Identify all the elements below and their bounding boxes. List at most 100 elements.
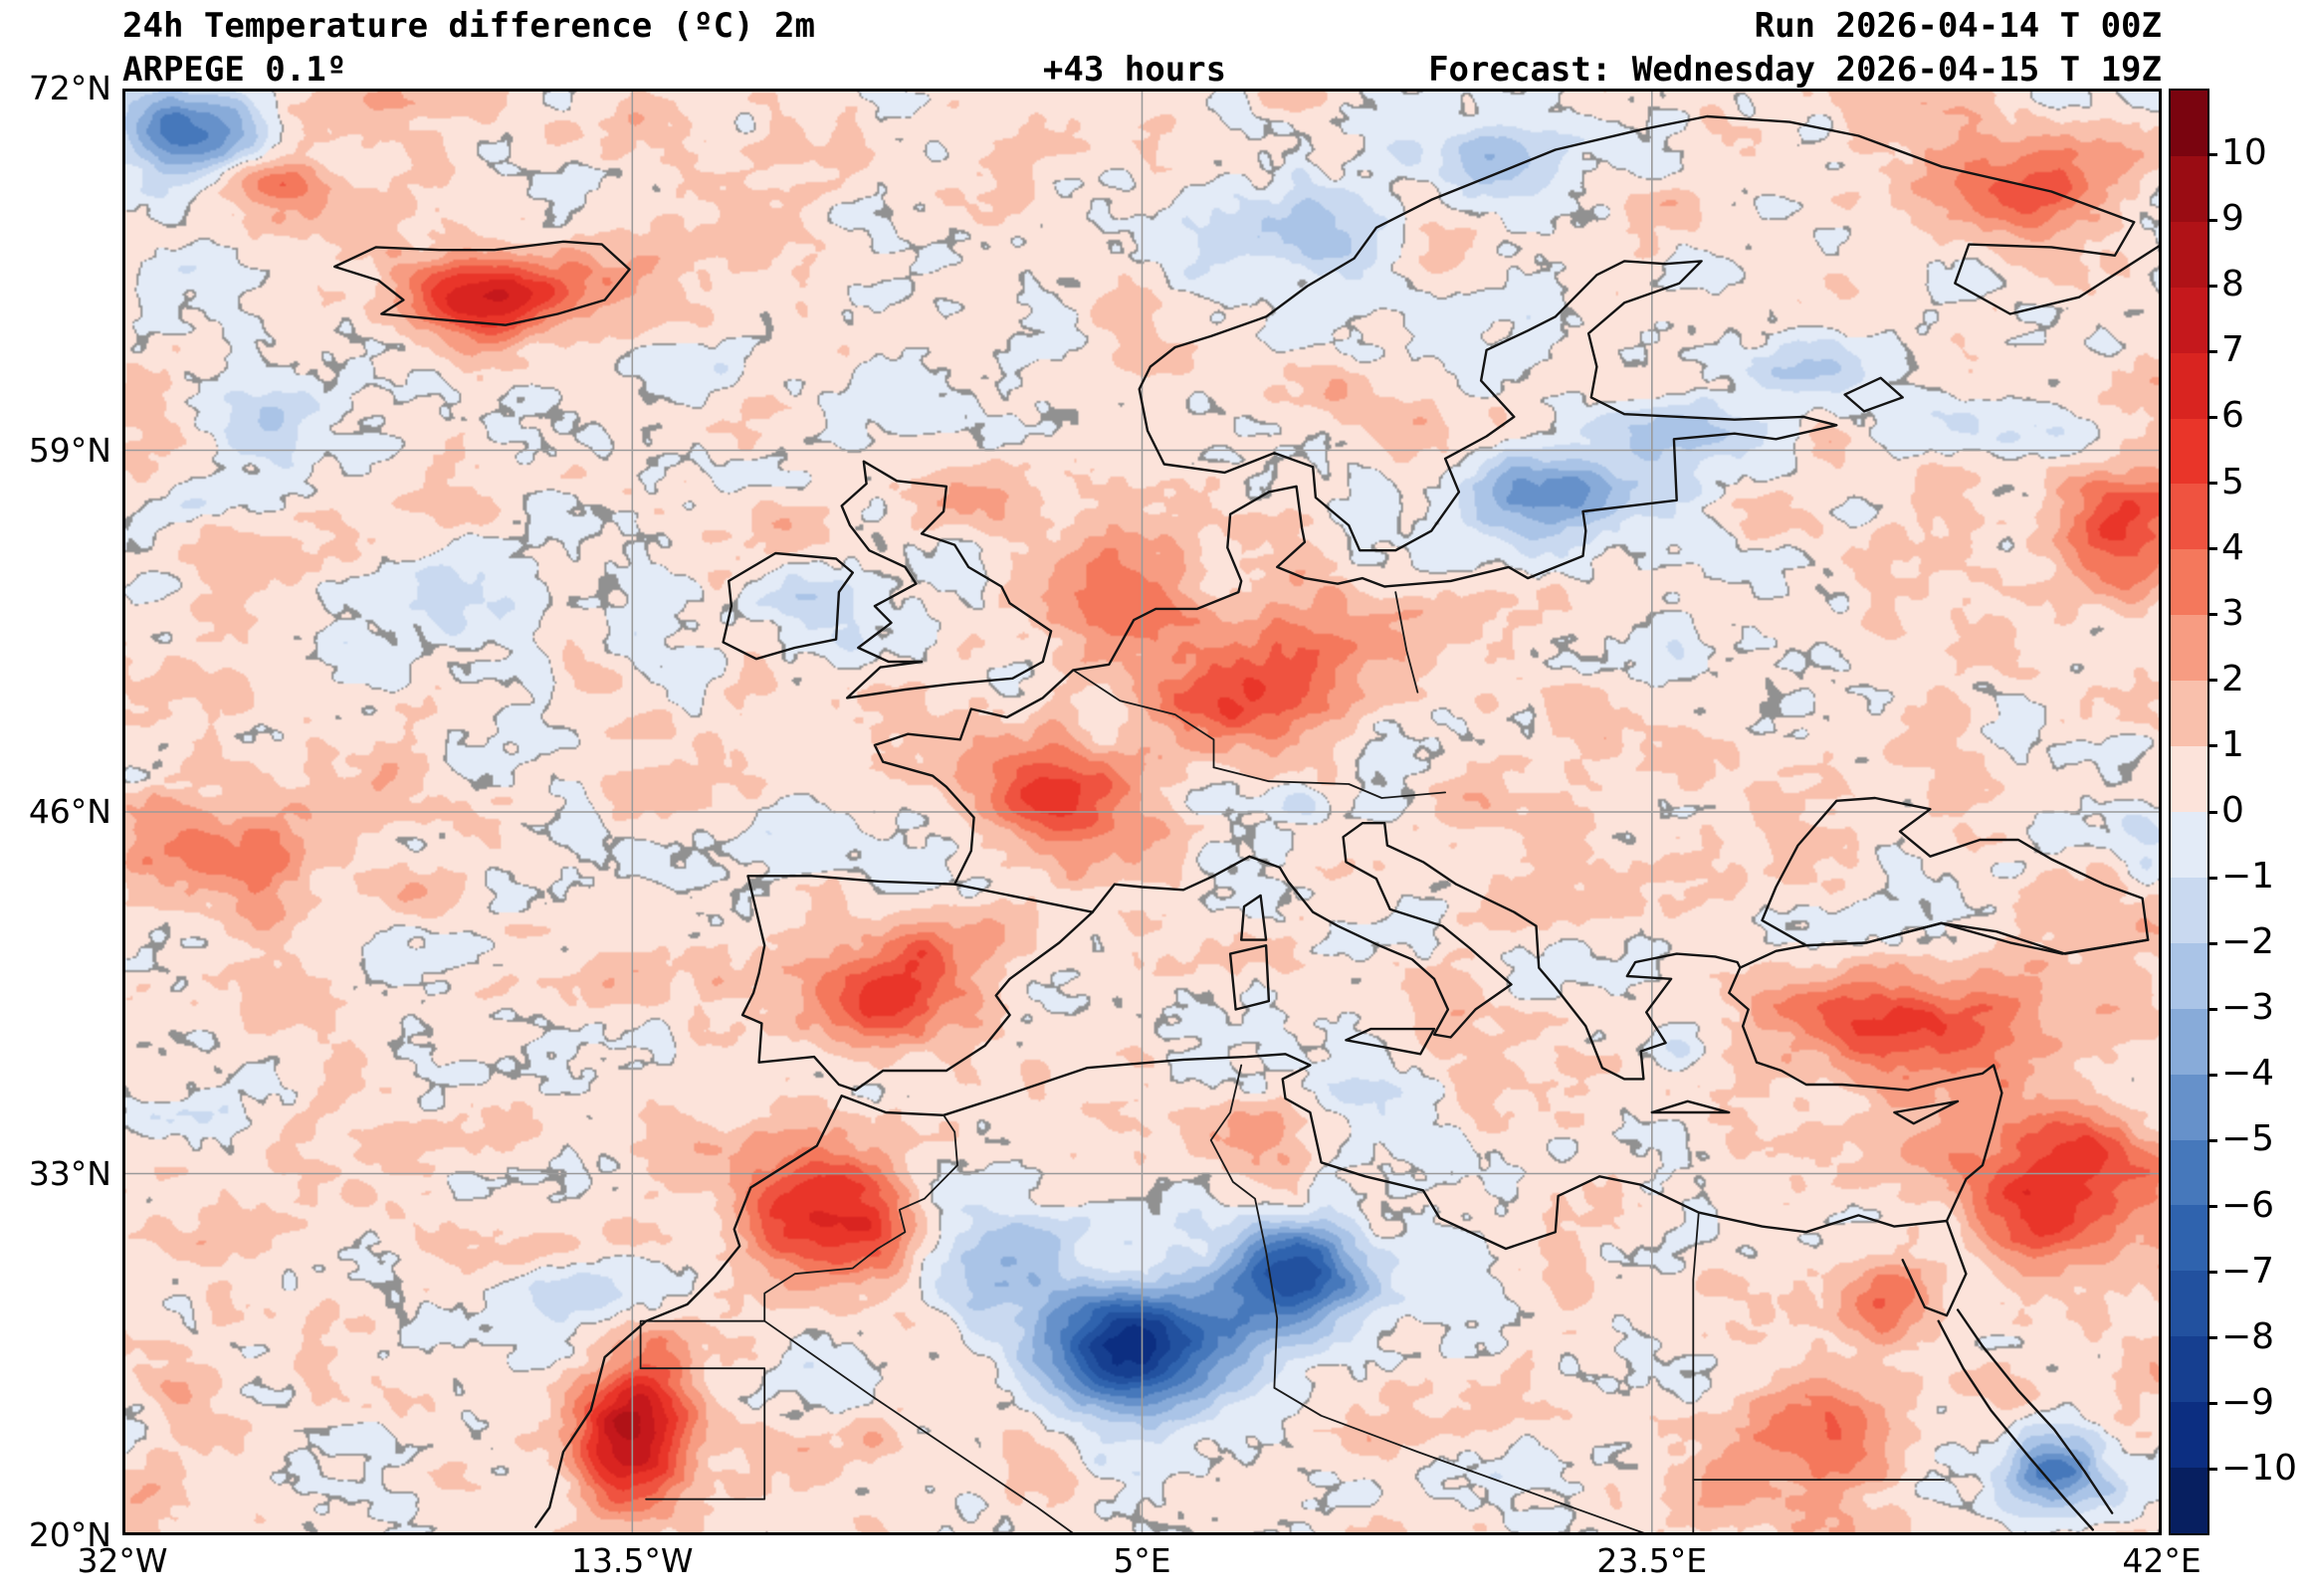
colorbar-tick-label--4: −4 xyxy=(2221,1053,2275,1095)
coastline-red-sea-east xyxy=(1956,1308,2114,1514)
colorbar xyxy=(2169,89,2209,1535)
coastline-iberia xyxy=(740,875,1094,1092)
run-datetime-label: Run 2026-04-14 T 00Z xyxy=(1754,6,2162,46)
colorbar-tick-label--9: −9 xyxy=(2221,1381,2275,1423)
colorbar-tick-label-1: 1 xyxy=(2221,723,2244,765)
border-western-sahara xyxy=(639,1319,766,1500)
colorbar-band-16 xyxy=(2171,1139,2207,1206)
colorbar-tick-label--6: −6 xyxy=(2221,1184,2275,1226)
coastline-anatolia-levant-north-africa xyxy=(534,966,2003,1528)
colorbar-tick-mark--3 xyxy=(2207,1007,2217,1011)
coastline-corsica xyxy=(1239,894,1268,941)
colorbar-band-9 xyxy=(2171,681,2207,747)
colorbar-tick-mark--1 xyxy=(2207,876,2217,880)
lon-tick-label-5: 5°E xyxy=(1113,1541,1171,1580)
lat-tick-label-20: 20°N xyxy=(28,1515,111,1554)
lat-tick-label-46: 46°N xyxy=(28,792,111,831)
colorbar-tick-label--10: −10 xyxy=(2221,1447,2297,1489)
colorbar-tick-mark--4 xyxy=(2207,1073,2217,1077)
chart-title: 24h Temperature difference (ºC) 2m xyxy=(122,6,815,46)
colorbar-band-19 xyxy=(2171,1336,2207,1403)
coastline-black-sea xyxy=(1761,796,2150,955)
colorbar-tick-label--7: −7 xyxy=(2221,1250,2275,1292)
border-libya-egypt xyxy=(1692,1211,1700,1535)
model-resolution-label: ARPEGE 0.1º xyxy=(122,50,347,90)
colorbar-tick-label-0: 0 xyxy=(2221,790,2244,831)
border-france-belgium-germany xyxy=(1072,669,1215,769)
colorbar-band-17 xyxy=(2171,1205,2207,1272)
colorbar-tick-label-10: 10 xyxy=(2221,132,2267,174)
colorbar-band-18 xyxy=(2171,1271,2207,1337)
colorbar-tick-label-6: 6 xyxy=(2221,395,2244,437)
colorbar-tick-mark-9 xyxy=(2207,218,2217,222)
colorbar-tick-mark-3 xyxy=(2207,613,2217,617)
coastline-sicily xyxy=(1345,1027,1436,1056)
colorbar-tick-mark-0 xyxy=(2207,810,2217,814)
colorbar-band-14 xyxy=(2171,1008,2207,1075)
border-algeria-tunisia-libya xyxy=(1209,1064,1279,1389)
colorbar-band-2 xyxy=(2171,221,2207,288)
border-alpine-borders xyxy=(1212,766,1446,799)
colorbar-tick-mark-5 xyxy=(2207,482,2217,486)
colorbar-tick-label-4: 4 xyxy=(2221,526,2244,568)
map-plot-area xyxy=(122,89,2162,1535)
lon-tick-label--32: 32°W xyxy=(77,1541,168,1580)
colorbar-band-3 xyxy=(2171,287,2207,353)
lat-tick-label-33: 33°N xyxy=(28,1153,111,1193)
coastline-cyprus xyxy=(1893,1099,1960,1125)
coastline-crete xyxy=(1650,1099,1731,1114)
colorbar-tick-mark--10 xyxy=(2207,1468,2217,1472)
border-algeria-mauritania-mali xyxy=(763,1319,1078,1535)
lon-tick-label--13.5: 13.5°W xyxy=(570,1541,694,1580)
colorbar-tick-mark-2 xyxy=(2207,679,2217,683)
colorbar-tick-label-8: 8 xyxy=(2221,264,2244,305)
coastline-red-sea-west xyxy=(1937,1319,2095,1531)
forecast-valid-label: Forecast: Wednesday 2026-04-15 T 19Z xyxy=(1428,50,2162,90)
colorbar-tick-mark--8 xyxy=(2207,1336,2217,1340)
coastline-ireland xyxy=(722,551,854,661)
lead-time-label: +43 hours xyxy=(1042,50,1227,90)
colorbar-tick-mark-6 xyxy=(2207,415,2217,419)
colorbar-tick-label--5: −5 xyxy=(2221,1118,2275,1160)
colorbar-tick-mark-8 xyxy=(2207,284,2217,288)
colorbar-band-1 xyxy=(2171,155,2207,222)
colorbar-band-8 xyxy=(2171,615,2207,682)
colorbar-tick-label--1: −1 xyxy=(2221,856,2275,898)
colorbar-band-13 xyxy=(2171,942,2207,1009)
coastline-mediterranean-north xyxy=(1091,822,2150,1081)
colorbar-tick-mark--6 xyxy=(2207,1205,2217,1209)
colorbar-tick-mark-1 xyxy=(2207,744,2217,748)
colorbar-band-21 xyxy=(2171,1468,2207,1533)
colorbar-band-20 xyxy=(2171,1402,2207,1469)
colorbar-tick-label-9: 9 xyxy=(2221,198,2244,240)
colorbar-tick-label-3: 3 xyxy=(2221,592,2244,634)
border-germany-poland xyxy=(1394,591,1419,694)
colorbar-tick-mark--9 xyxy=(2207,1402,2217,1406)
coastline-sardinia xyxy=(1228,944,1271,1011)
coastline-britain xyxy=(840,460,1053,699)
map-overlay-gridlines-coastlines xyxy=(122,89,2162,1535)
coastline-europe-mainland xyxy=(873,114,2162,886)
coastline-iceland xyxy=(332,240,631,326)
colorbar-band-4 xyxy=(2171,352,2207,419)
lon-tick-label-23.5: 23.5°E xyxy=(1596,1541,1708,1580)
coastline-sinai xyxy=(1901,1219,1968,1317)
colorbar-tick-mark--2 xyxy=(2207,941,2217,945)
lat-tick-label-72: 72°N xyxy=(28,69,111,107)
colorbar-band-10 xyxy=(2171,746,2207,812)
border-algeria-niger-libya xyxy=(1273,1386,1653,1535)
colorbar-tick-label-5: 5 xyxy=(2221,461,2244,502)
colorbar-tick-mark--5 xyxy=(2207,1138,2217,1142)
colorbar-band-6 xyxy=(2171,484,2207,550)
colorbar-tick-mark-4 xyxy=(2207,547,2217,551)
colorbar-band-0 xyxy=(2171,91,2207,156)
colorbar-tick-label--8: −8 xyxy=(2221,1315,2275,1357)
colorbar-band-12 xyxy=(2171,877,2207,943)
colorbar-tick-mark-10 xyxy=(2207,152,2217,156)
colorbar-tick-label-2: 2 xyxy=(2221,658,2244,699)
colorbar-tick-label-7: 7 xyxy=(2221,329,2244,371)
colorbar-tick-label--2: −2 xyxy=(2221,921,2275,963)
map-frame xyxy=(122,89,2162,1535)
colorbar-band-5 xyxy=(2171,418,2207,485)
